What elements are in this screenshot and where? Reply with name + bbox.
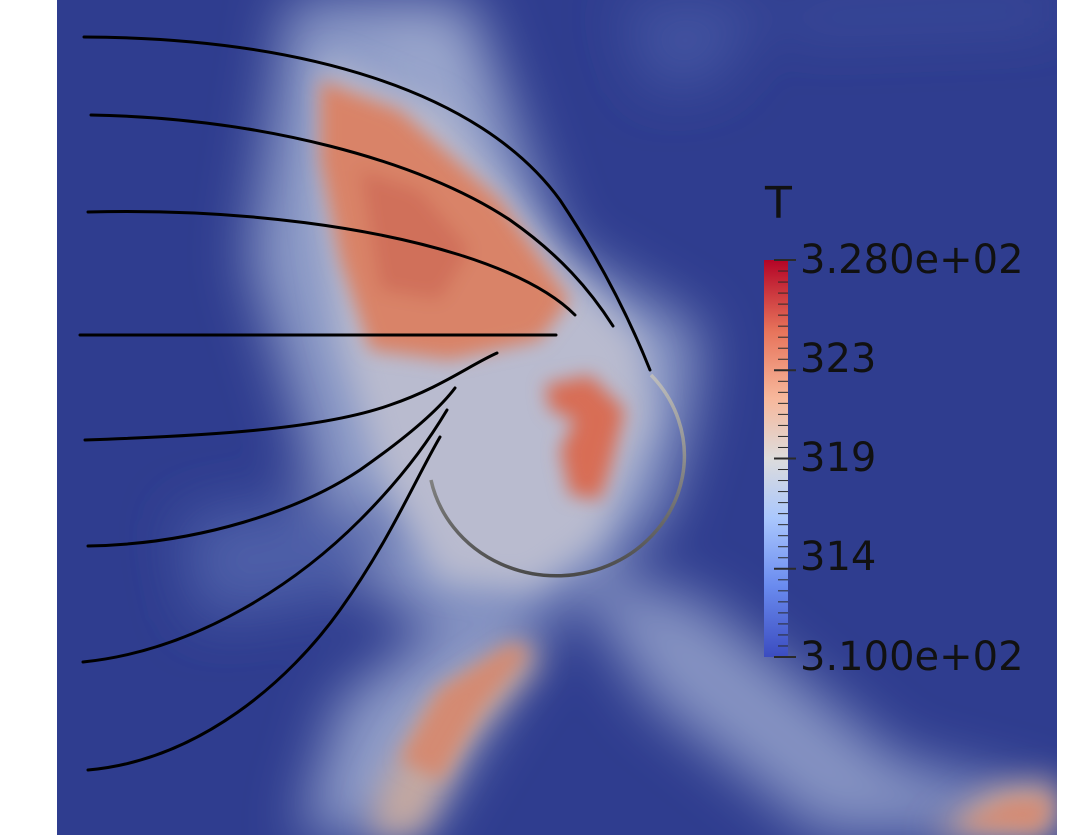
streamline-8 [86, 435, 442, 772]
streamline-3 [86, 210, 577, 317]
colorbar-tick-label-2: 319 [800, 435, 876, 481]
colorbar-max-label: 3.280e+02 [800, 237, 1024, 283]
streamline-2 [89, 113, 615, 328]
streamline-5 [83, 351, 499, 442]
colorbar-title: T [764, 178, 792, 229]
streamlines [78, 35, 652, 772]
colorbar-minor-ticks [774, 259, 796, 658]
streamline-1 [82, 35, 652, 372]
field-warm-regions [320, 80, 1050, 830]
streamline-7 [81, 408, 449, 664]
colorbar-legend: T 3.280e+02 323 319 314 3.100e+02 [764, 178, 1024, 680]
temperature-field [57, 0, 1057, 835]
body-outline-ring [429, 373, 687, 578]
streamline-6 [86, 386, 457, 548]
colorbar-min-label: 3.100e+02 [800, 634, 1024, 680]
colorbar-tick-label-3: 314 [800, 534, 876, 580]
colorbar-tick-label-1: 323 [800, 336, 876, 382]
